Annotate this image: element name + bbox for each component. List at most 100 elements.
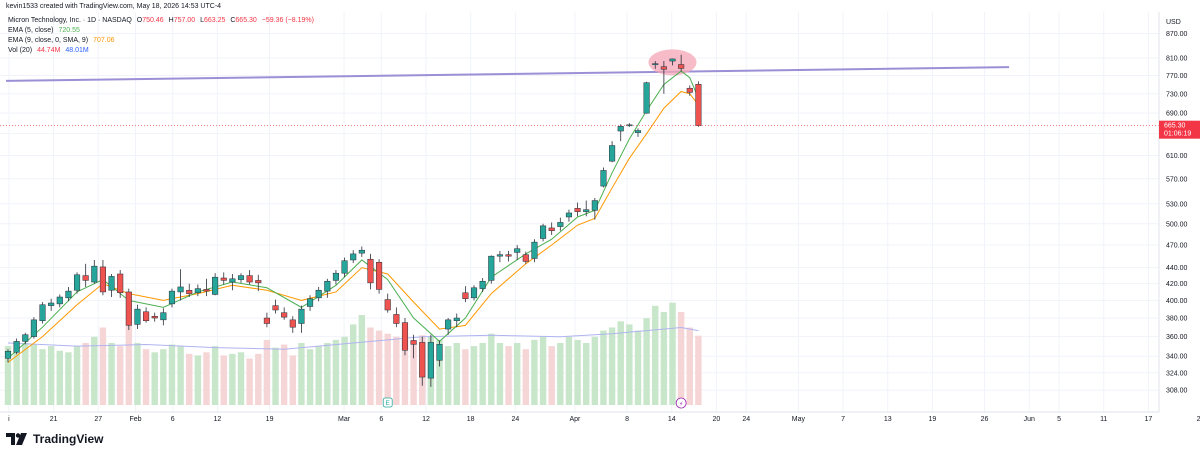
time-tick-label: 19 (266, 416, 274, 423)
candle (151, 312, 158, 322)
volume-bar (496, 343, 504, 405)
candle-body (548, 227, 555, 231)
candle-body (686, 87, 693, 93)
legend-ema5-row[interactable]: EMA (5, close) 720.55 (8, 26, 314, 36)
candle (643, 81, 650, 114)
volume-bar (660, 312, 668, 405)
candle (332, 270, 339, 285)
candle (186, 283, 193, 298)
volume-bar (168, 344, 176, 405)
candle-body (177, 286, 184, 293)
candle-body (143, 311, 150, 322)
candle (91, 259, 98, 284)
countdown-value: 01:06:19 (1164, 131, 1191, 138)
candle-body (48, 302, 55, 306)
price-tick-label: 340.00 (1166, 354, 1188, 361)
candle (453, 313, 460, 328)
candle (194, 284, 201, 297)
volume-bar (565, 336, 573, 405)
volume-bar (470, 346, 478, 405)
vol-ma-value: 48.01M (65, 47, 89, 54)
time-tick-label: 5 (1057, 416, 1061, 423)
candle-body (427, 342, 434, 379)
candle-body (436, 344, 443, 361)
grid-lines (0, 12, 1159, 412)
tradingview-logo[interactable]: TradingView (6, 432, 103, 446)
candlesticks (4, 54, 702, 387)
candle (324, 278, 331, 298)
time-tick-label: 6 (171, 416, 175, 423)
candle-body (617, 126, 624, 132)
candle-body (168, 290, 176, 305)
volume-bar (591, 336, 599, 405)
candle-body (160, 312, 167, 321)
volume-bar (444, 346, 452, 405)
candle-body (246, 275, 253, 283)
time-tick-label: 24 (1197, 416, 1200, 423)
volume-bar (142, 349, 150, 405)
candle-body (634, 130, 642, 133)
candle (376, 259, 383, 294)
candle (48, 298, 55, 311)
candle (600, 167, 607, 188)
time-tick-label: 14 (668, 416, 676, 423)
candle (307, 295, 314, 311)
candle (82, 263, 89, 287)
candle-body (30, 319, 37, 337)
time-tick-label: 24 (511, 416, 519, 423)
volume-bar (306, 349, 314, 405)
candle (514, 245, 521, 260)
time-tick-label: 24 (742, 416, 750, 423)
candle-body (134, 308, 141, 325)
candle (436, 340, 443, 367)
volume-bar (600, 330, 607, 405)
candle-body (376, 262, 383, 290)
candle-body (393, 314, 400, 324)
volume-bar (298, 343, 305, 405)
candle (4, 349, 12, 363)
volume-bar (410, 343, 417, 405)
candle (626, 123, 633, 127)
vol-value: 44.74M (37, 47, 61, 54)
time-tick-label: 26 (981, 416, 989, 423)
candle-body (108, 276, 115, 291)
candle-body (56, 296, 63, 305)
candle-body (281, 312, 288, 318)
event-marker: ⚡ (675, 397, 687, 409)
volume-bar (99, 327, 107, 405)
volume-bar (453, 343, 460, 405)
volume-bar (652, 305, 659, 405)
legend-ema9-row[interactable]: EMA (9, close, 0, SMA, 9) 707.06 (8, 36, 314, 46)
volume-bar (237, 352, 245, 405)
candle (289, 316, 296, 333)
legend-vol-row[interactable]: Vol (20) 44.74M 48.01M (8, 46, 314, 56)
symbol-name[interactable]: Micron Technology, Inc. · 1D · NASDAQ (8, 17, 132, 24)
chart-credit: kevin1533 created with TradingView.com, … (6, 3, 222, 10)
candle-body (332, 272, 339, 281)
volume-bar (350, 324, 357, 405)
candle-body (117, 273, 124, 294)
candle-body (479, 280, 486, 289)
volume-bar (82, 343, 89, 405)
time-tick-label: 8 (625, 416, 629, 423)
earnings-label: E (386, 400, 391, 407)
ohlc-change: −59.36 (−8.19%) (261, 17, 314, 24)
candle-body (591, 200, 598, 211)
candle (255, 274, 262, 292)
candle-body (462, 292, 469, 299)
candle-body (91, 265, 98, 283)
resistance-trendline[interactable] (5, 66, 1010, 82)
volume-bar (341, 336, 348, 405)
volume-bar (315, 346, 322, 405)
candle-body (263, 317, 270, 324)
candle (237, 273, 245, 283)
last-price-value: 665.30 (1164, 123, 1186, 130)
volume-bar (677, 312, 685, 405)
candle (419, 336, 426, 386)
volume-bar (56, 350, 63, 405)
candle-body (82, 275, 89, 281)
candle-body (289, 319, 296, 328)
volume-bar (548, 346, 555, 405)
volume-bar (30, 344, 38, 405)
